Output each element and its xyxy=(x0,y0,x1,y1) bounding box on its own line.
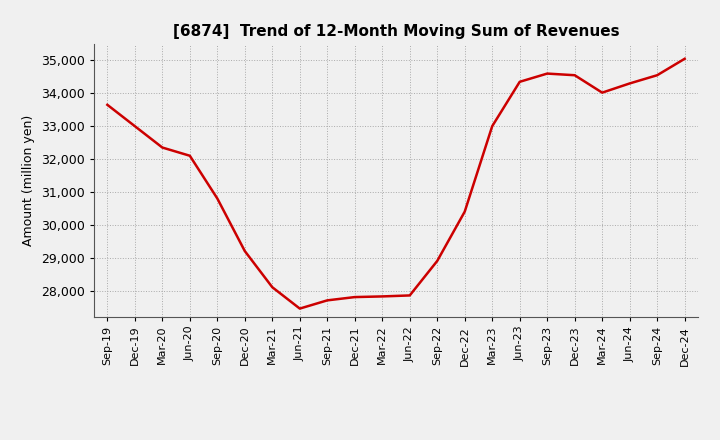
Title: [6874]  Trend of 12-Month Moving Sum of Revenues: [6874] Trend of 12-Month Moving Sum of R… xyxy=(173,24,619,39)
Y-axis label: Amount (million yen): Amount (million yen) xyxy=(22,115,35,246)
